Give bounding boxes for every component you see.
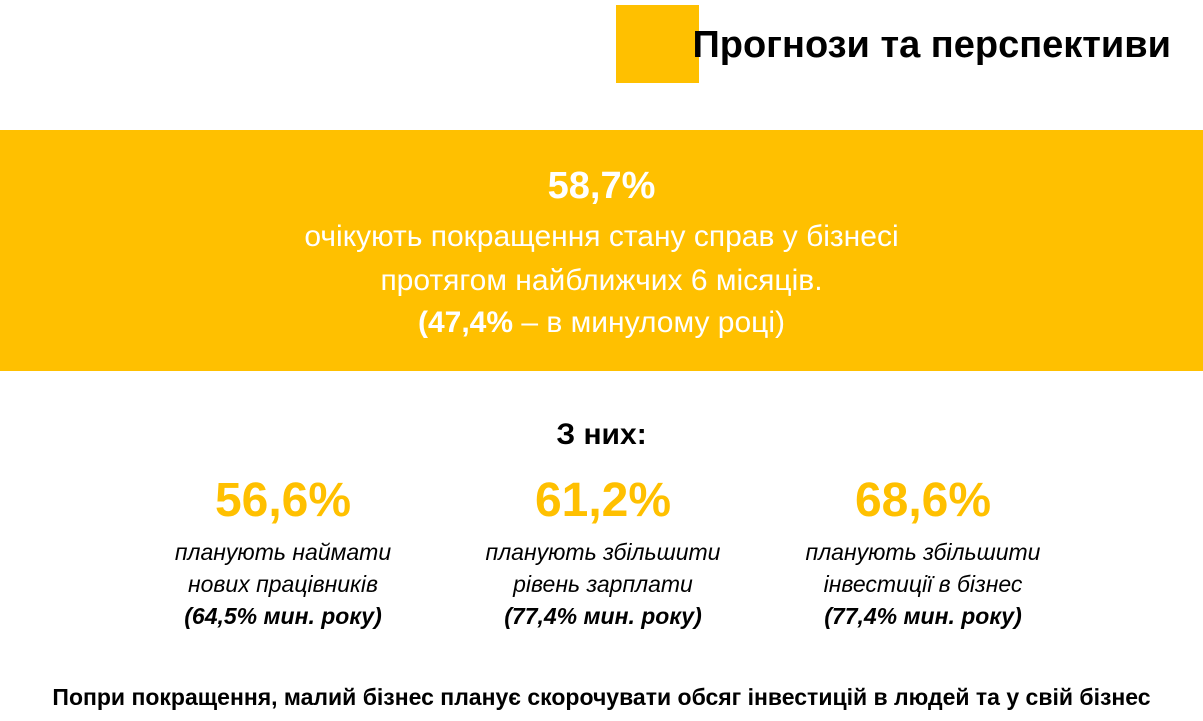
hero-previous-value: (47,4% <box>417 306 514 339</box>
hero-value: 58,7% <box>547 165 656 207</box>
hero-description-line1: очікують покращення стану справ у бізнес… <box>304 220 899 253</box>
hero-description-line2: протягом найближчих 6 місяців. <box>380 264 823 297</box>
stat-description-line2: нових працівників <box>187 571 379 597</box>
stat-value: 61,2% <box>534 474 672 527</box>
stat-salary: 61,2% планують збільшити рівень зарплати… <box>453 472 753 632</box>
hero-previous-text: – в минулому році) <box>513 306 785 339</box>
stat-description-line1: планують наймати <box>174 539 392 565</box>
footer-note: Попри покращення, малий бізнес планує ск… <box>52 684 1151 710</box>
stat-description-line2: інвестиції в бізнес <box>823 571 1023 597</box>
stat-previous-year: (77,4% мин. року) <box>824 603 1022 629</box>
hero-band: 58,7% очікують покращення стану справ у … <box>0 130 1203 371</box>
breakdown-heading: З них: <box>556 418 647 451</box>
title-accent-block <box>616 5 699 83</box>
stat-previous-year: (77,4% мин. року) <box>504 603 702 629</box>
stat-value: 56,6% <box>214 474 352 527</box>
stat-value: 68,6% <box>854 474 992 527</box>
hero-previous-year: (47,4% – в минулому році) <box>0 305 1203 341</box>
stat-hiring: 56,6% планують наймати нових працівників… <box>133 472 433 632</box>
page-title: Прогнози та перспективи <box>692 24 1171 66</box>
stat-description-line2: рівень зарплати <box>513 571 693 597</box>
stat-description-line1: планують збільшити <box>805 539 1041 565</box>
stat-description-line1: планують збільшити <box>485 539 721 565</box>
stat-previous-year: (64,5% мин. року) <box>184 603 382 629</box>
stat-investment: 68,6% планують збільшити інвестиції в бі… <box>773 472 1073 632</box>
